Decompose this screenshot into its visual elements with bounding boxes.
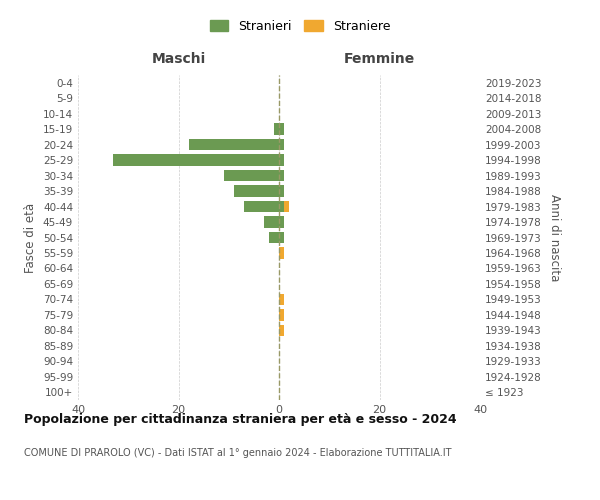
Text: COMUNE DI PRAROLO (VC) - Dati ISTAT al 1° gennaio 2024 - Elaborazione TUTTITALIA: COMUNE DI PRAROLO (VC) - Dati ISTAT al 1… <box>24 448 452 458</box>
Bar <box>274 124 279 135</box>
Bar <box>279 309 284 320</box>
Bar <box>279 324 284 336</box>
Bar <box>279 200 284 212</box>
Bar <box>279 294 284 305</box>
Text: Popolazione per cittadinanza straniera per età e sesso - 2024: Popolazione per cittadinanza straniera p… <box>24 412 457 426</box>
Bar <box>244 200 279 212</box>
Legend: Stranieri, Straniere: Stranieri, Straniere <box>206 16 394 37</box>
Bar <box>279 170 284 181</box>
Y-axis label: Fasce di età: Fasce di età <box>25 202 37 272</box>
Bar <box>264 216 279 228</box>
Bar <box>284 200 289 212</box>
Bar <box>188 139 279 150</box>
Y-axis label: Anni di nascita: Anni di nascita <box>548 194 561 281</box>
Bar <box>279 232 284 243</box>
Bar <box>279 216 284 228</box>
Bar <box>269 232 279 243</box>
Bar <box>113 154 279 166</box>
Bar <box>279 124 284 135</box>
Bar <box>224 170 279 181</box>
Bar <box>234 186 279 197</box>
Text: Femmine: Femmine <box>344 52 415 66</box>
Bar <box>279 154 284 166</box>
Bar <box>279 186 284 197</box>
Bar <box>279 247 284 259</box>
Bar <box>279 139 284 150</box>
Text: Maschi: Maschi <box>151 52 206 66</box>
